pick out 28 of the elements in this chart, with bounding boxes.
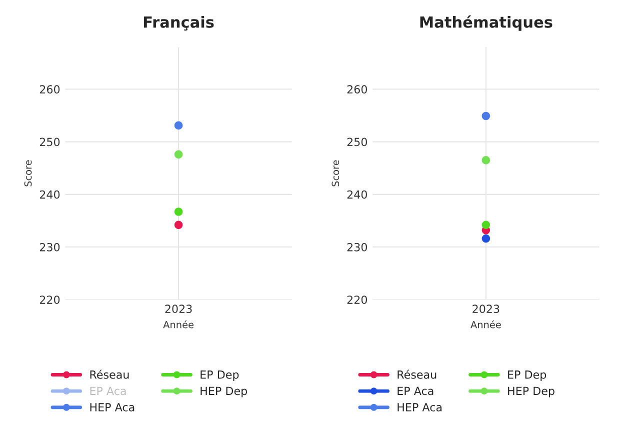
- y-tick-label: 260: [347, 85, 367, 94]
- y-tick-label: 250: [40, 138, 60, 146]
- y-axis-title: Score: [24, 160, 32, 186]
- x-tick-label: 2023: [472, 304, 500, 314]
- legend-label: HEP Dep: [508, 386, 554, 398]
- y-tick-label: 260: [40, 85, 60, 94]
- legend-label: EP Aca: [90, 386, 126, 396]
- legend-label: HEP Aca: [398, 403, 442, 412]
- chart-title: Mathématiques: [420, 15, 552, 31]
- y-axis-title: Score: [332, 160, 340, 186]
- y-tick-label: 230: [40, 242, 60, 252]
- legend-label: HEP Dep: [200, 386, 248, 398]
- y-tick-label: 230: [347, 242, 367, 252]
- y-tick-label: 250: [347, 138, 367, 146]
- y-tick-label: 240: [40, 190, 60, 199]
- y-tick-label: 220: [347, 296, 367, 304]
- legend-label: EP Aca: [398, 386, 434, 396]
- x-axis-title: Année: [163, 320, 194, 328]
- x-axis-title: Année: [470, 320, 501, 328]
- y-tick-label: 240: [347, 190, 367, 199]
- legend-label: Réseau: [90, 370, 129, 379]
- legend-label: EP Dep: [508, 370, 546, 381]
- y-tick-label: 220: [40, 296, 60, 304]
- legend-label: EP Dep: [200, 370, 239, 381]
- legend-label: HEP Aca: [90, 403, 134, 412]
- x-tick-label: 2023: [165, 304, 192, 314]
- chart-title: Français: [144, 16, 214, 31]
- legend-label: Réseau: [398, 370, 436, 379]
